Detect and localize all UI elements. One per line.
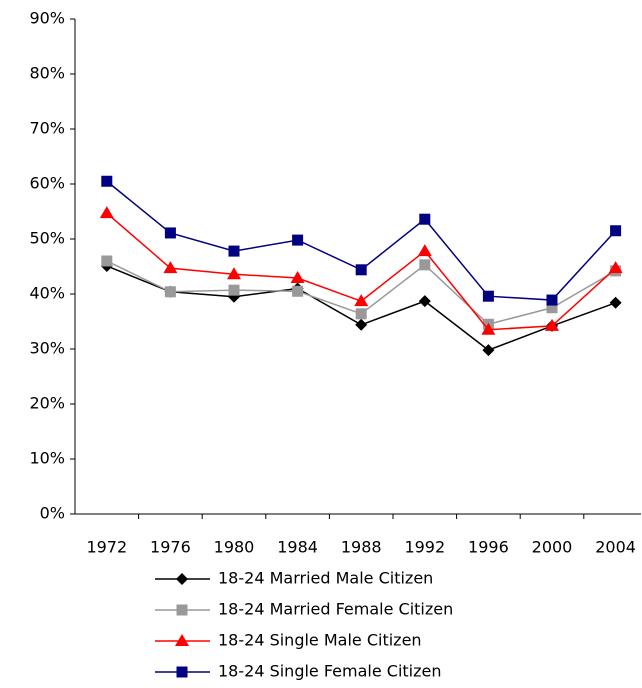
data-point [609, 296, 622, 309]
data-point [101, 255, 113, 267]
y-tick-label: 40% [29, 284, 65, 303]
data-point [354, 294, 369, 307]
data-point [482, 290, 494, 302]
y-tick-label: 50% [29, 229, 65, 248]
data-point [545, 318, 559, 331]
data-point [418, 295, 431, 308]
data-point [610, 225, 622, 237]
legend-marker [175, 634, 189, 646]
data-point [228, 245, 240, 257]
series-line [106, 180, 617, 301]
data-point [163, 261, 178, 274]
y-tick-label: 10% [29, 449, 65, 468]
data-point [608, 261, 623, 274]
legend-marker [176, 666, 188, 678]
y-tick-label: 90% [29, 9, 65, 28]
y-tick-label: 20% [29, 394, 65, 413]
data-point [292, 234, 304, 246]
data-point [227, 267, 241, 280]
y-tick-label: 0% [40, 504, 65, 523]
data-point [99, 206, 114, 219]
legend-label: 18-24 Married Female Citizen [218, 600, 453, 619]
x-tick-label: 2000 [532, 538, 573, 557]
x-tick-label: 2004 [595, 538, 636, 557]
y-tick-label: 70% [29, 119, 65, 138]
data-point [546, 302, 558, 314]
legend-label: 18-24 Single Female Citizen [218, 662, 442, 681]
data-point [355, 318, 368, 331]
y-tick-label: 60% [29, 174, 65, 193]
data-point [164, 286, 176, 298]
data-point [546, 294, 558, 306]
y-tick-label: 80% [29, 64, 65, 83]
data-point [292, 285, 304, 297]
x-tick-label: 1992 [404, 538, 445, 557]
legend-label: 18-24 Single Male Citizen [218, 631, 422, 650]
x-tick-label: 1980 [214, 538, 255, 557]
x-tick-label: 1996 [468, 538, 509, 557]
data-point [101, 175, 113, 187]
data-point [419, 259, 431, 271]
data-point [419, 213, 431, 225]
y-tick-label: 30% [29, 339, 65, 358]
x-tick-label: 1984 [277, 538, 318, 557]
series-line [106, 265, 616, 351]
data-point [355, 264, 367, 276]
data-point [481, 322, 496, 335]
data-point [417, 244, 432, 257]
data-point [164, 227, 176, 239]
legend-marker [176, 604, 188, 616]
data-point [290, 271, 305, 284]
data-point [355, 308, 367, 320]
x-tick-label: 1972 [86, 538, 127, 557]
legend-label: 18-24 Married Male Citizen [218, 569, 433, 588]
legend-marker [176, 573, 188, 585]
x-tick-label: 1976 [150, 538, 191, 557]
data-point [482, 344, 495, 357]
x-tick-label: 1988 [341, 538, 382, 557]
data-point [228, 284, 240, 296]
